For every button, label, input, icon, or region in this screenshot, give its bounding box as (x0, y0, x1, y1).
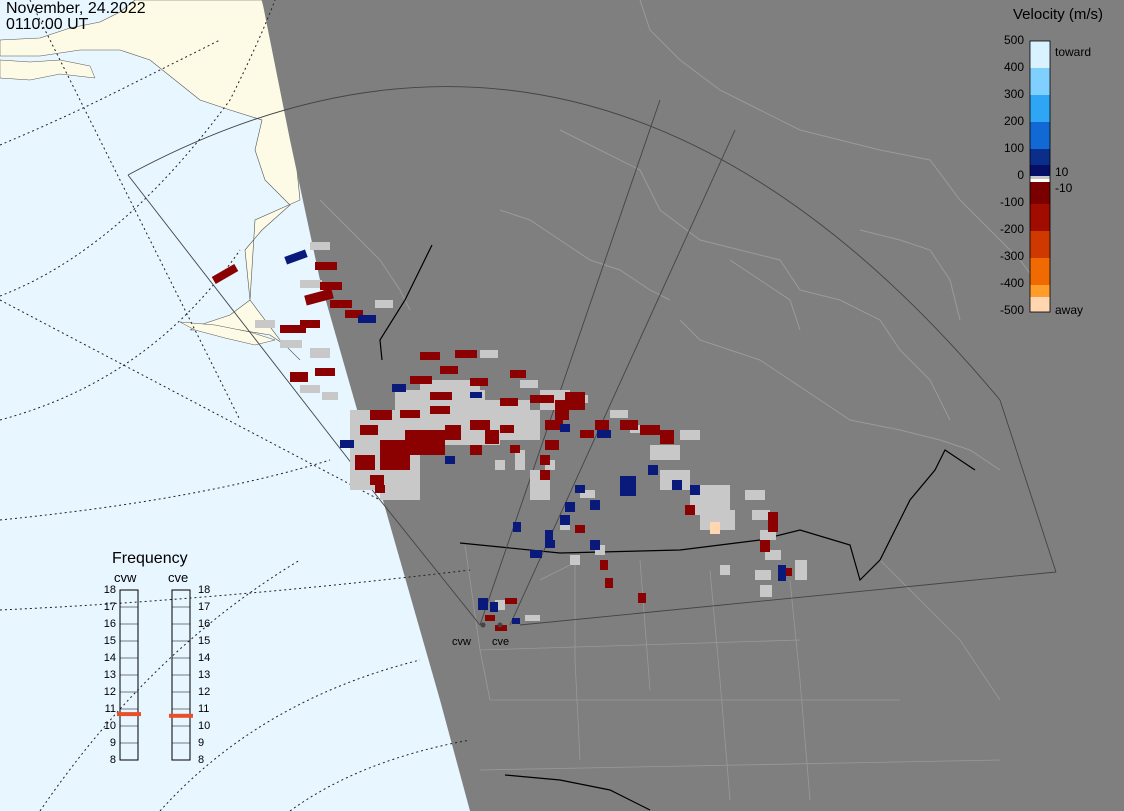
freq-scale-label: 11 (104, 703, 116, 715)
aleutian-chain (179, 321, 276, 346)
frequency-marker-cvw (117, 712, 141, 717)
freq-scale-label: 9 (198, 737, 205, 749)
lit-land (0, 0, 301, 361)
freq-radar-cvw: cvw (114, 570, 137, 585)
site-label-cve: cve (492, 636, 510, 648)
colorbar-tick: -200 (999, 222, 1024, 236)
time-label: 0110:00 UT (6, 16, 89, 33)
frequency-boxes (119, 589, 191, 761)
freq-scale-label: 14 (103, 652, 116, 664)
coastlines (319, 0, 1051, 471)
freq-scale-label: 14 (198, 652, 211, 664)
freq-scale-label: 13 (103, 669, 116, 681)
site-label-cvw: cvw (452, 636, 471, 648)
freq-scale-label: 15 (198, 635, 211, 647)
freq-scale-label: 12 (103, 686, 116, 698)
velocity-high-away (710, 522, 720, 534)
colorbar-tick: 0 (1017, 168, 1024, 182)
freq-scale-label: 17 (198, 601, 211, 613)
date-label: November, 24.2022 (6, 0, 146, 17)
colorbar-tick: 100 (1003, 141, 1024, 155)
gs-upper-label: 10 (1055, 165, 1069, 179)
colorbar-tick: 400 (1003, 60, 1024, 74)
toward-label: toward (1055, 45, 1092, 59)
colorbar-tick: 300 (1003, 87, 1024, 101)
freq-scale-label: 18 (103, 584, 116, 596)
freq-scale-label: 17 (103, 601, 116, 613)
freq-scale-label: 8 (198, 754, 205, 766)
freq-scale-label: 16 (103, 618, 116, 630)
colorbar-tick: -100 (999, 195, 1024, 209)
gs-lower-label: -10 (1055, 181, 1073, 195)
colorbar-tick: 500 (1003, 33, 1024, 47)
away-label: away (1055, 303, 1084, 317)
freq-scale-label: 13 (198, 669, 211, 681)
frequency-markers (117, 712, 193, 718)
freq-scale-label: 8 (109, 754, 116, 766)
freq-scale-label: 18 (198, 584, 211, 596)
colorbar-tick: -400 (999, 276, 1024, 290)
velocity-toward (284, 249, 786, 624)
velocity-colorbar (1029, 40, 1051, 313)
freq-scale-label: 16 (198, 618, 211, 630)
radar-site-cvw (480, 622, 486, 628)
freq-scale-label: 15 (103, 635, 116, 647)
national-border (379, 244, 976, 811)
night-region (262, 0, 1124, 811)
colorbar-tick: -300 (999, 249, 1024, 263)
freq-scale-label: 10 (198, 720, 211, 732)
freq-scale-label: 9 (109, 737, 116, 749)
freq-radar-cve: cve (168, 570, 189, 585)
colorbar-title: Velocity (m/s) (1013, 6, 1104, 23)
velocity-away (211, 262, 792, 631)
radar-site-cve (497, 622, 503, 628)
freq-scale-label: 11 (198, 703, 210, 715)
freq-scale-label: 12 (198, 686, 211, 698)
colorbar-tick: -500 (999, 303, 1024, 317)
freq-scale-label: 10 (103, 720, 116, 732)
siberia-coast (0, 59, 96, 81)
colorbar-tick: 200 (1003, 114, 1024, 128)
frequency-title: Frequency (112, 550, 188, 567)
frequency-marker-cve (169, 713, 193, 718)
